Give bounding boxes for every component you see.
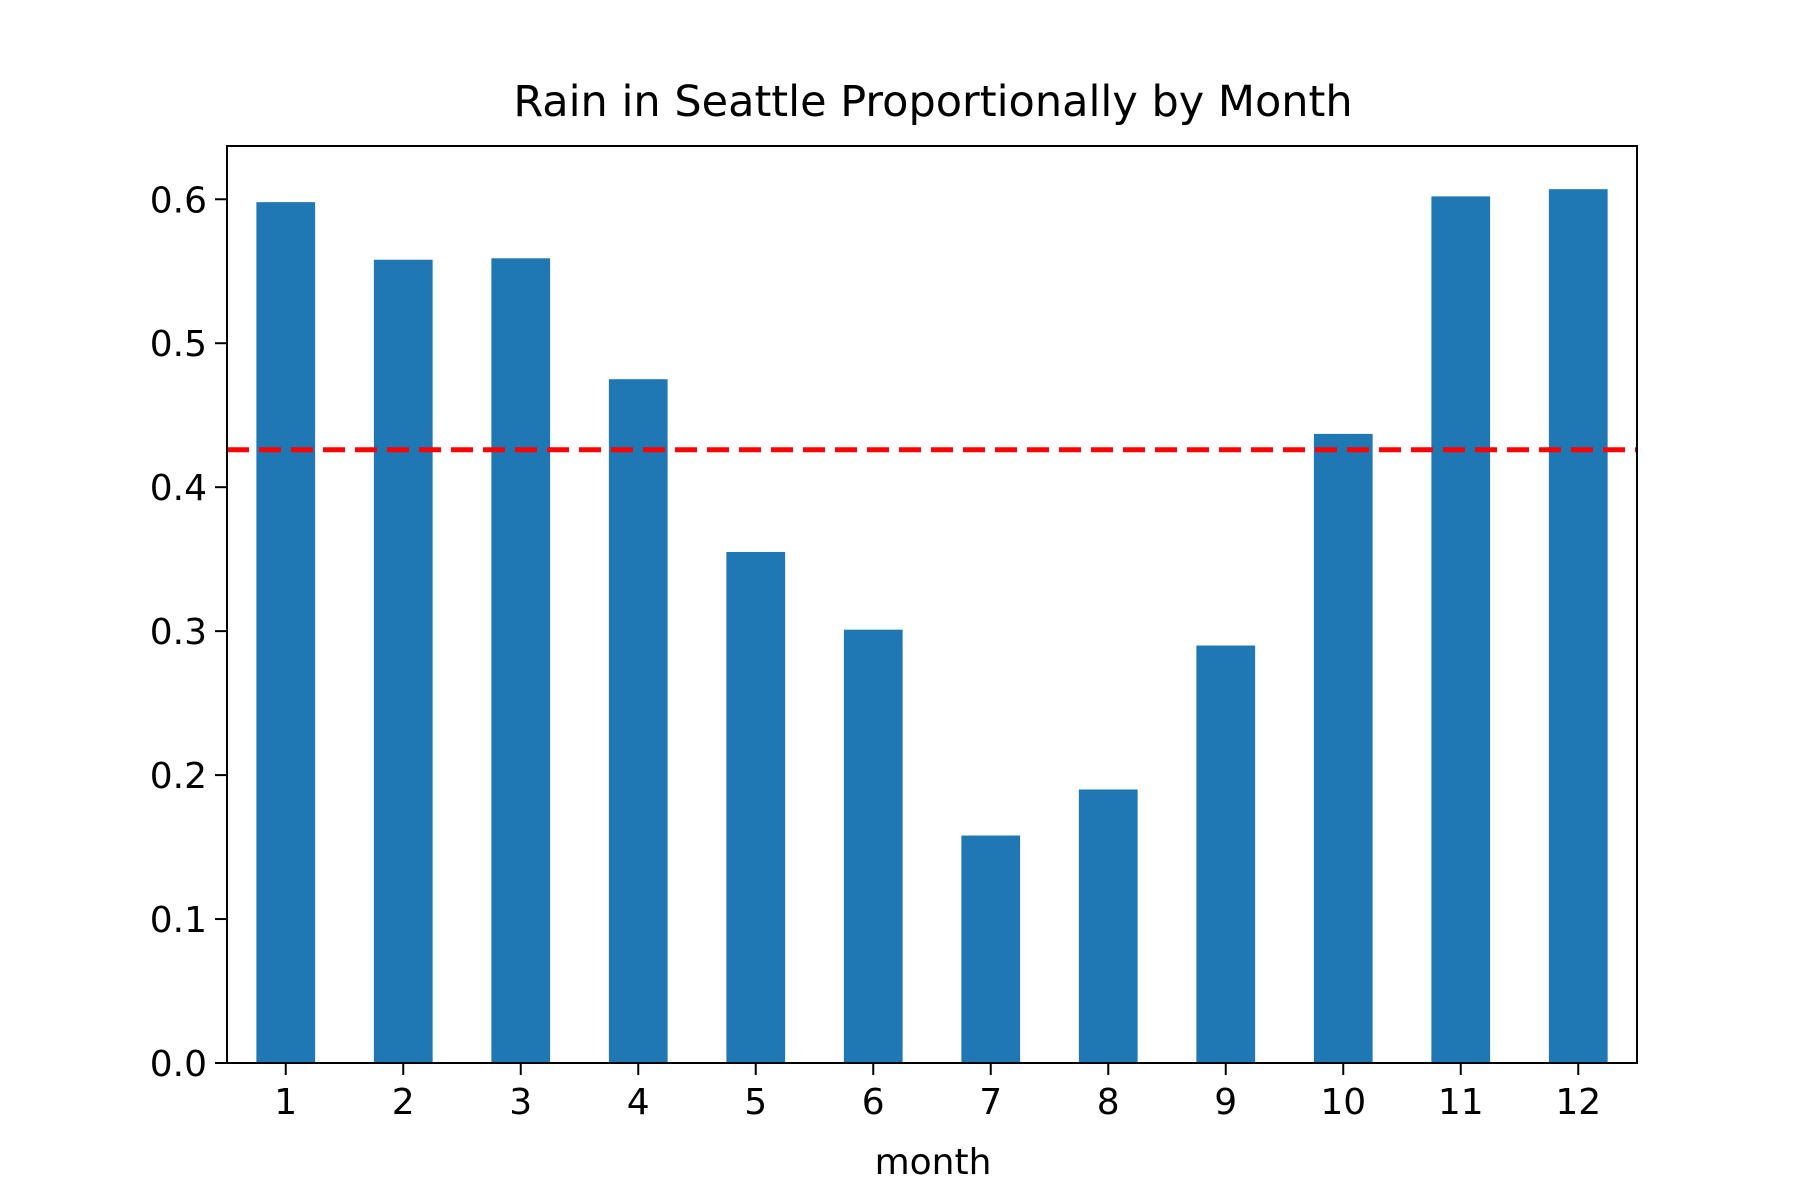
- x-tick-label: 2: [392, 1082, 415, 1123]
- x-tick-label: 6: [862, 1082, 885, 1123]
- bar-month-1: [256, 202, 316, 1063]
- bars-group: [256, 189, 1608, 1064]
- bar-month-8: [1078, 789, 1138, 1063]
- bar-month-4: [608, 379, 668, 1064]
- x-tick-label: 1: [274, 1082, 297, 1123]
- y-tick-label: 0.5: [150, 324, 207, 365]
- x-axis-label: month: [875, 1142, 992, 1183]
- bar-month-9: [1196, 645, 1256, 1063]
- y-tick-label: 0.0: [150, 1044, 207, 1085]
- y-tick-label: 0.3: [150, 612, 207, 653]
- x-tick-label: 7: [979, 1082, 1002, 1123]
- x-tick-label: 8: [1097, 1082, 1120, 1123]
- bar-month-7: [961, 835, 1021, 1063]
- x-tick-label: 5: [744, 1082, 767, 1123]
- x-tick-label: 4: [627, 1082, 650, 1123]
- x-axis-ticks: 1 2 3 4 5 6 7 8 9 10 11 12: [274, 1063, 1601, 1123]
- bar-month-5: [726, 551, 786, 1063]
- plot-area: 0.00.10.20.30.40.50.6 1 2 3 4 5 6 7 8 9 10 11 12: [150, 145, 1638, 1123]
- y-tick-label: 0.6: [150, 180, 207, 221]
- chart-title: Rain in Seattle Proportionally by Month: [513, 77, 1352, 127]
- bar-month-3: [491, 258, 551, 1063]
- x-tick-label: 12: [1555, 1082, 1601, 1123]
- y-tick-label: 0.4: [150, 468, 207, 509]
- bar-month-10: [1313, 433, 1373, 1063]
- bar-month-12: [1548, 189, 1608, 1063]
- y-tick-label: 0.1: [150, 900, 207, 941]
- x-tick-label: 11: [1438, 1082, 1484, 1123]
- bar-month-11: [1431, 196, 1491, 1063]
- y-axis-ticks: 0.0 0.1 0.2 0.3 0.4 0.5 0.6: [150, 180, 227, 1085]
- x-tick-label: 10: [1320, 1082, 1366, 1123]
- y-tick-label: 0.2: [150, 756, 207, 797]
- bar-month-2: [373, 259, 433, 1064]
- axes-frame: [226, 145, 1638, 1064]
- x-tick-label: 3: [509, 1082, 532, 1123]
- bar-month-6: [843, 629, 903, 1063]
- x-tick-label: 9: [1214, 1082, 1237, 1123]
